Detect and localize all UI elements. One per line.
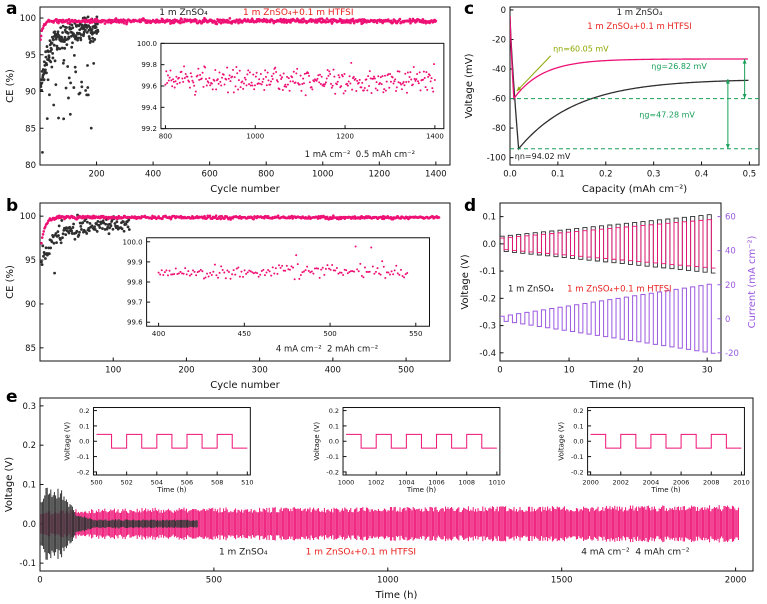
panel-letter-a: a [6,0,18,19]
panel-letter-b: b [6,196,19,216]
panel-d-chart [460,196,767,392]
panel-e-chart [0,392,767,604]
panel-letter-e: e [6,387,18,407]
panel-letter-d: d [464,196,477,216]
panel-a-chart [0,0,460,196]
panel-letter-c: c [464,0,475,19]
panel-b-chart [0,196,460,392]
panel-c-chart [460,0,767,196]
